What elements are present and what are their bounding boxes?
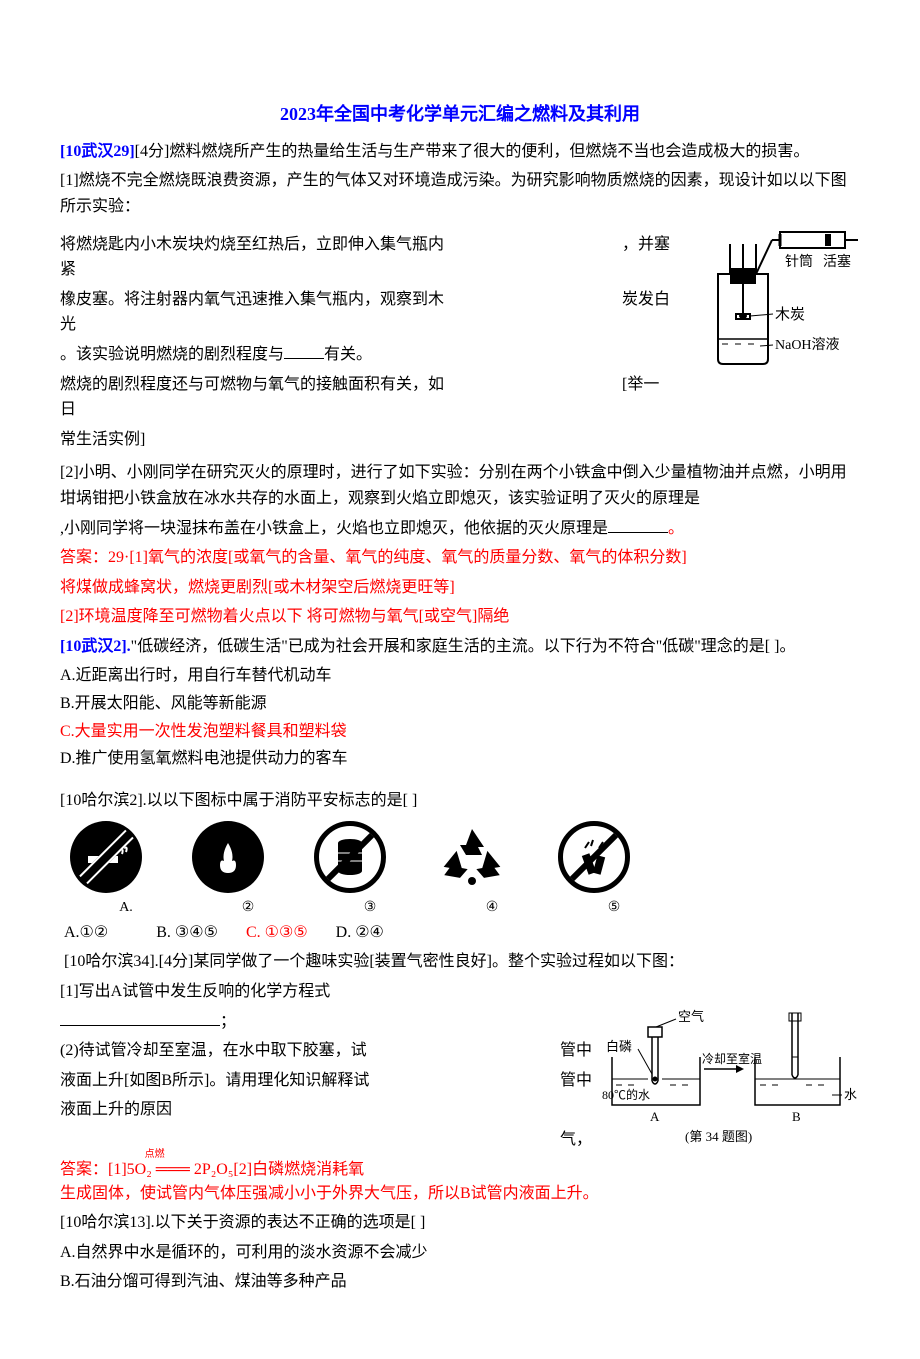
q2-stem-text: "低碳经济，低碳生活"已成为社会开展和家庭生活的主流。以下行为不符合"低碳"理念…: [131, 638, 796, 655]
s3b: 管中: [560, 1068, 592, 1094]
svg-text:针筒: 针筒: [785, 253, 813, 270]
ans-over: 答案：[1]点燃5O₂ ═══ 2P₂O₅[2]白磷燃烧消耗氧: [60, 1157, 364, 1183]
hb13-optA: A.自然界中水是循环的，可利用的淡水资源不会减少: [60, 1240, 860, 1266]
q29-sub2c: 。: [668, 520, 684, 537]
svg-text:冷却至室温: 冷却至室温: [702, 1051, 762, 1066]
q29-sub2a: [2]小明、小刚同学在研究灭火的原理时，进行了如下实验：分别在两个小铁盒中倒入少…: [60, 460, 860, 511]
q2-tag: [10武汉2].: [60, 638, 131, 655]
svg-text:木炭: 木炭: [775, 306, 805, 323]
label-a: A.: [90, 897, 162, 919]
q29-p5: 常生活实例]: [60, 427, 860, 453]
q29-sub1: [1]燃烧不完全燃烧既浪费资源，产生的气体又对环境造成污染。为研究影响物质燃烧的…: [60, 168, 860, 219]
blank: [60, 1025, 220, 1026]
q2-stem: [10武汉2]."低碳经济，低碳生活"已成为社会开展和家庭生活的主流。以下行为不…: [60, 634, 860, 660]
q29-p4a: 燃烧的剧烈程度还与可燃物与氧气的接触面积有关，如: [60, 376, 444, 393]
q34-section: [10哈尔滨34].[4分]某同学做了一个趣味实验[装置气密性良好]。整个实验过…: [60, 949, 860, 1156]
svg-text:活塞: 活塞: [823, 253, 851, 270]
q29-p1a: 将燃烧匙内小木炭块灼烧至红热后，立即伸入集气瓶内: [60, 236, 444, 253]
svg-text:B: B: [792, 1109, 801, 1124]
hb2-a: A.①②: [64, 924, 108, 941]
page-title: 2023年全国中考化学单元汇编之燃料及其利用: [60, 100, 860, 129]
safety-icons-row: [70, 821, 860, 893]
q29-p3a: 。该实验说明燃烧的剧烈程度与: [60, 346, 284, 363]
label-5: ⑤: [578, 897, 650, 919]
s2b: 管中: [560, 1038, 592, 1064]
ans-over2: 生成固体，使试管内气体压强减小小于外界大气压，所以B试管内液面上升。: [60, 1181, 860, 1207]
q2-optA: A.近距离出行时，用自行车替代机动车: [60, 663, 860, 689]
svg-text:A: A: [650, 1109, 660, 1124]
svg-text:(第 34 题图): (第 34 题图): [685, 1129, 752, 1144]
svg-text:80℃的水: 80℃的水: [602, 1087, 650, 1102]
recycle-icon: [436, 821, 508, 893]
flame-icon: [192, 821, 264, 893]
svg-text:空气: 空气: [678, 1009, 704, 1024]
q29-tag: [10武汉29]: [60, 143, 135, 160]
q29-ans3: [2]环境温度降至可燃物着火点以下 将可燃物与氧气[或空气]隔绝: [60, 604, 860, 630]
q29-p2a: 橡皮塞。将注射器内氧气迅速推入集气瓶内，观察到木: [60, 291, 444, 308]
hb2-c: C. ①③⑤: [246, 924, 308, 941]
q2-optD: D.推广使用氢氧燃料电池提供动力的客车: [60, 746, 860, 772]
no-smoking-icon: [70, 821, 142, 893]
s2a: (2)待试管冷却至室温，在水中取下胶塞，试: [60, 1042, 367, 1059]
q29-ans2: 将煤做成蜂窝状，燃烧更剧烈[或木材架空后燃烧更旺等]: [60, 575, 860, 601]
q2-optB: B.开展太阳能、风能等新能源: [60, 691, 860, 717]
no-barrel-icon: [314, 821, 386, 893]
q29-p4: 燃烧的剧烈程度还与可燃物与氧气的接触面积有关，如 [举一日: [60, 372, 860, 423]
svg-text:水: 水: [844, 1087, 857, 1102]
q29-sub2b: ,小刚同学将一块湿抹布盖在小铁盒上，火焰也立即熄灭，他依据的灭火原理是 。: [60, 516, 860, 542]
blank: [608, 532, 668, 533]
q29-ans1: 答案：29·[1]氧气的浓度[或氧气的含量、氧气的纯度、氧气的质量分数、氧气的体…: [60, 545, 860, 571]
q29-figure: 针筒 活塞 木炭 NaOH溶液: [680, 224, 860, 374]
hb34-stem: [10哈尔滨34].[4分]某同学做了一个趣味实验[装置气密性良好]。整个实验过…: [60, 949, 860, 975]
q2-optC: C.大量实用一次性发泡塑料餐具和塑料袋: [60, 719, 860, 745]
hb2-answers: A.①② B. ③④⑤ C. ①③⑤ D. ②④: [60, 920, 860, 946]
hb2-stem: [10哈尔滨2].以以下图标中属于消防平安标志的是[ ]: [60, 788, 860, 814]
hb2-d: D. ②④: [336, 924, 384, 941]
q29-intro: [10武汉29][4分]燃料燃烧所产生的热量给生活与生产带来了很大的便利，但燃烧…: [60, 139, 860, 165]
q29-p3c: 有关。: [324, 346, 372, 363]
label-4: ④: [456, 897, 528, 919]
blank: [284, 358, 324, 359]
hb13-optB: B.石油分馏可得到汽油、煤油等多种产品: [60, 1269, 860, 1295]
icon-labels: A. ② ③ ④ ⑤: [90, 897, 860, 919]
hb34-sub1: [1]写出A试管中发生反响的化学方程式: [60, 979, 860, 1005]
overlap-answer: 答案：[1]点燃5O₂ ═══ 2P₂O₅[2]白磷燃烧消耗氧: [60, 1157, 860, 1181]
q34-figure: 空气 白磷 80℃的水 A 冷却至室温: [600, 1009, 860, 1149]
svg-text:白磷: 白磷: [606, 1039, 632, 1054]
svg-text:NaOH溶液: NaOH溶液: [775, 337, 840, 353]
no-fireworks-icon: [558, 821, 630, 893]
hb2-b: B. ③④⑤: [156, 924, 218, 941]
q29-section: [10武汉29][4分]燃料燃烧所产生的热量给生活与生产带来了很大的便利，但燃烧…: [60, 139, 860, 457]
q2-options: A.近距离出行时，用自行车替代机动车 B.开展太阳能、风能等新能源 C.大量实用…: [60, 663, 860, 771]
label-3: ③: [334, 897, 406, 919]
hb13-stem: [10哈尔滨13].以下关于资源的表达不正确的选项是[ ]: [60, 1210, 860, 1236]
s3a: 液面上升[如图B所示]。请用理化知识解释试: [60, 1072, 369, 1089]
q29-sub2b-text: ,小刚同学将一块湿抹布盖在小铁盒上，火焰也立即熄灭，他依据的灭火原理是: [60, 520, 608, 537]
q29-intro-text: [4分]燃料燃烧所产生的热量给生活与生产带来了很大的便利，但燃烧不当也会造成极大…: [135, 143, 810, 160]
label-2: ②: [212, 897, 284, 919]
